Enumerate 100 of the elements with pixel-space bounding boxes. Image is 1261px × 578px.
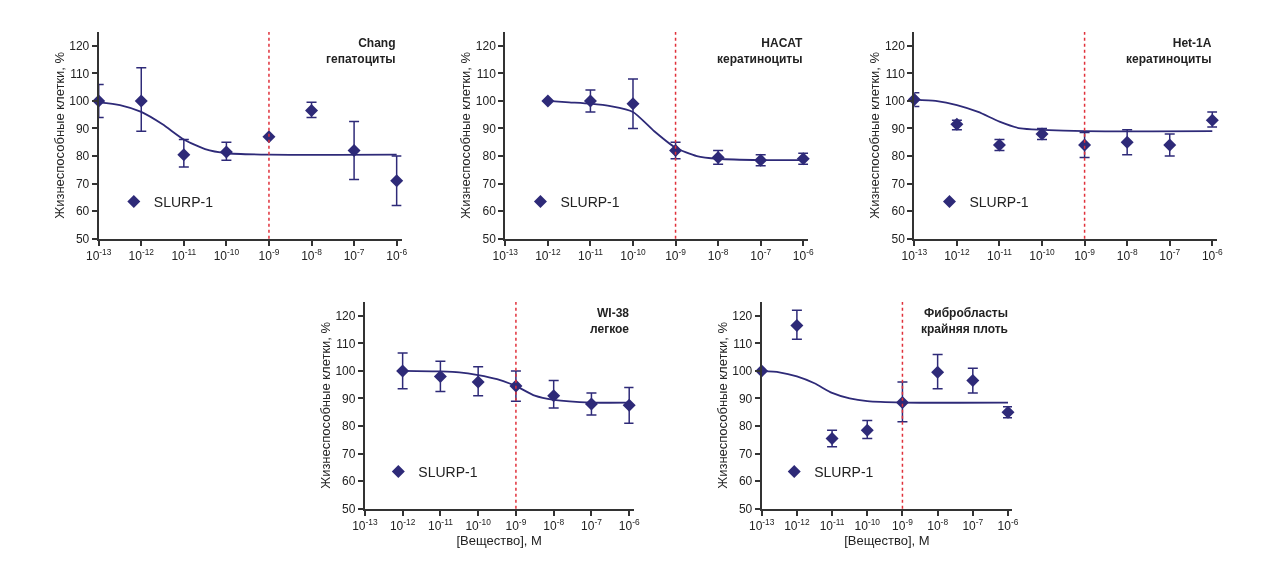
y-tick-label: 120 <box>69 39 90 54</box>
y-tick-label: 60 <box>891 204 906 219</box>
y-tick-label: 60 <box>75 204 90 219</box>
x-tick-label: 10$^{-7}$ <box>750 247 772 264</box>
y-tick-label: 120 <box>884 39 906 54</box>
y-tick-label: 110 <box>336 336 356 351</box>
y-tick-label: 90 <box>482 121 497 136</box>
x-tick-label: 10$^{-9}$ <box>892 517 914 534</box>
x-axis-title: [Вещество], M <box>844 533 930 549</box>
x-tick-label: 10$^{-8}$ <box>301 247 323 264</box>
legend-label: SLURP-1 <box>969 194 1029 211</box>
x-tick-label: 10$^{-13}$ <box>85 247 112 264</box>
y-tick-label: 70 <box>342 446 356 461</box>
y-tick-label: 120 <box>732 309 753 324</box>
x-tick-label: 10$^{-7}$ <box>343 247 365 264</box>
x-tick-label: 10$^{-10}$ <box>465 517 492 534</box>
y-tick-label: 60 <box>342 474 356 489</box>
point <box>790 318 804 332</box>
y-tick-label: 90 <box>75 121 90 136</box>
y-tick-label: 50 <box>482 231 497 246</box>
x-tick-label: 10$^{-12}$ <box>784 517 810 534</box>
y-tick-label: 50 <box>342 501 356 516</box>
x-tick-label: 10$^{-10}$ <box>213 247 240 264</box>
y-tick-label: 80 <box>75 149 90 164</box>
y-tick-label: 110 <box>885 66 906 81</box>
x-tick-label: 10$^{-6}$ <box>1201 247 1224 264</box>
y-tick-label: 70 <box>482 176 497 191</box>
y-axis-title: Жизнеспособные клетки, % <box>867 51 883 219</box>
y-tick-label: 60 <box>482 204 497 219</box>
point <box>347 144 361 158</box>
annotation: Het-1A кератиноциты <box>1126 36 1212 66</box>
point <box>1120 135 1134 149</box>
x-tick-label: 10$^{-10}$ <box>620 247 647 264</box>
y-tick-label: 70 <box>738 446 753 461</box>
x-tick-label: 10$^{-9}$ <box>505 517 527 534</box>
y-tick-label: 80 <box>738 419 753 434</box>
x-tick-label: 10$^{-6}$ <box>386 247 408 264</box>
x-tick-label: 10$^{-7}$ <box>1159 247 1181 264</box>
x-tick-label: 10$^{-13}$ <box>901 247 928 264</box>
y-tick-label: 120 <box>475 39 497 54</box>
x-tick-label: 10$^{-9}$ <box>1074 247 1096 264</box>
y-tick-label: 100 <box>69 94 90 109</box>
x-tick-label: 10$^{-13}$ <box>748 517 775 534</box>
y-tick-label: 70 <box>891 176 906 191</box>
point <box>931 365 945 379</box>
point <box>966 374 980 388</box>
x-tick-label: 10$^{-11}$ <box>427 517 454 534</box>
y-tick-label: 80 <box>342 419 356 434</box>
x-tick-label: 10$^{-8}$ <box>707 247 729 264</box>
x-tick-label: 10$^{-13}$ <box>352 517 378 534</box>
y-axis-title: Жизнеспособные клетки, % <box>458 51 474 219</box>
x-tick-label: 10$^{-12}$ <box>944 247 970 264</box>
y-tick-label: 80 <box>482 149 497 164</box>
x-tick-label: 10$^{-8}$ <box>543 517 565 534</box>
y-tick-label: 50 <box>738 501 753 516</box>
legend-label: SLURP-1 <box>560 194 620 211</box>
y-tick-label: 110 <box>70 66 90 81</box>
y-tick-label: 90 <box>342 391 356 406</box>
x-tick-label: 10$^{-7}$ <box>962 517 984 534</box>
x-tick-label: 10$^{-11}$ <box>819 517 845 534</box>
x-tick-label: 10$^{-12}$ <box>128 247 155 264</box>
y-axis-title: Жизнеспособные клетки, % <box>317 321 333 489</box>
y-tick-label: 90 <box>738 391 753 406</box>
y-tick-label: 60 <box>738 474 753 489</box>
point <box>177 148 191 162</box>
point <box>390 174 404 188</box>
y-tick-label: 100 <box>335 364 356 379</box>
annotation: HACAT кератиноциты <box>717 36 804 66</box>
y-axis-title: Жизнеспособные клетки, % <box>51 51 67 219</box>
x-tick-label: 10$^{-11}$ <box>171 247 197 264</box>
y-tick-label: 110 <box>733 336 753 351</box>
x-tick-label: 10$^{-11}$ <box>578 247 604 264</box>
x-tick-label: 10$^{-13}$ <box>492 247 519 264</box>
point <box>1078 138 1092 152</box>
y-tick-label: 50 <box>891 231 906 246</box>
y-tick-label: 90 <box>891 121 906 136</box>
x-tick-label: 10$^{-12}$ <box>389 517 416 534</box>
x-tick-label: 10$^{-11}$ <box>987 247 1013 264</box>
point <box>860 423 874 437</box>
x-tick-label: 10$^{-6}$ <box>618 517 640 534</box>
x-tick-label: 10$^{-7}$ <box>581 517 603 534</box>
x-axis-title: [Вещество], M <box>456 533 542 549</box>
point <box>471 375 485 389</box>
x-tick-label: 10$^{-8}$ <box>927 517 949 534</box>
y-tick-label: 100 <box>475 94 497 109</box>
x-tick-label: 10$^{-8}$ <box>1116 247 1138 264</box>
y-tick-label: 120 <box>335 309 356 324</box>
x-tick-label: 10$^{-9}$ <box>665 247 687 264</box>
legend-label: SLURP-1 <box>418 464 478 481</box>
y-tick-label: 100 <box>884 94 906 109</box>
x-tick-label: 10$^{-10}$ <box>854 517 881 534</box>
legend-label: SLURP-1 <box>814 464 874 481</box>
legend-label: SLURP-1 <box>153 194 214 211</box>
x-tick-label: 10$^{-12}$ <box>535 247 561 264</box>
point <box>134 94 148 108</box>
point <box>626 97 640 111</box>
point <box>622 398 636 412</box>
point <box>1163 138 1177 152</box>
y-tick-label: 50 <box>75 231 90 246</box>
x-tick-label: 10$^{-9}$ <box>258 247 280 264</box>
